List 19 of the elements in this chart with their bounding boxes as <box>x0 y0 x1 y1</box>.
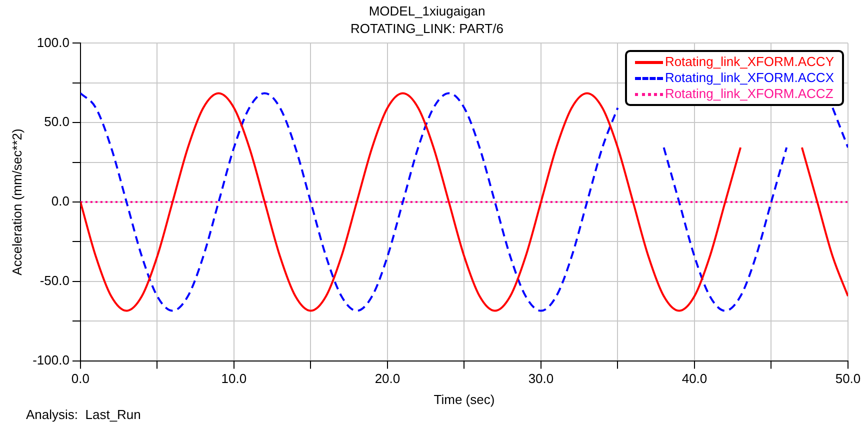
x-tick-label: 10.0 <box>221 371 247 386</box>
text: Analysis: Last_Run <box>26 407 141 422</box>
chart-subtitle: ROTATING_LINK: PART/6 <box>350 20 504 36</box>
x-tick-label: 50.0 <box>835 371 861 386</box>
x-tick-label: 40.0 <box>682 371 708 386</box>
legend-label: Rotating_link_XFORM.ACCY <box>664 54 834 70</box>
y-tick-label: 50.0 <box>44 114 70 130</box>
chart-title: MODEL_1xiugaigan <box>368 3 486 18</box>
legend-label: Rotating_link_XFORM.ACCZ <box>664 86 834 102</box>
y-tick-label: 0.0 <box>51 194 70 209</box>
x-tick-label: 0.0 <box>71 371 90 386</box>
y-tick-label: -100.0 <box>32 352 70 368</box>
x-tick-label: 30.0 <box>528 371 554 386</box>
x-axis-title: Time (sec) <box>434 392 495 407</box>
legend-label: Rotating_link_XFORM.ACCX <box>664 70 834 86</box>
y-tick-label: -50.0 <box>40 272 70 288</box>
y-axis-title: Acceleration (mm/sec**2) <box>9 128 24 276</box>
x-tick-label: 20.0 <box>374 371 400 386</box>
y-tick-label: 100.0 <box>36 34 70 50</box>
